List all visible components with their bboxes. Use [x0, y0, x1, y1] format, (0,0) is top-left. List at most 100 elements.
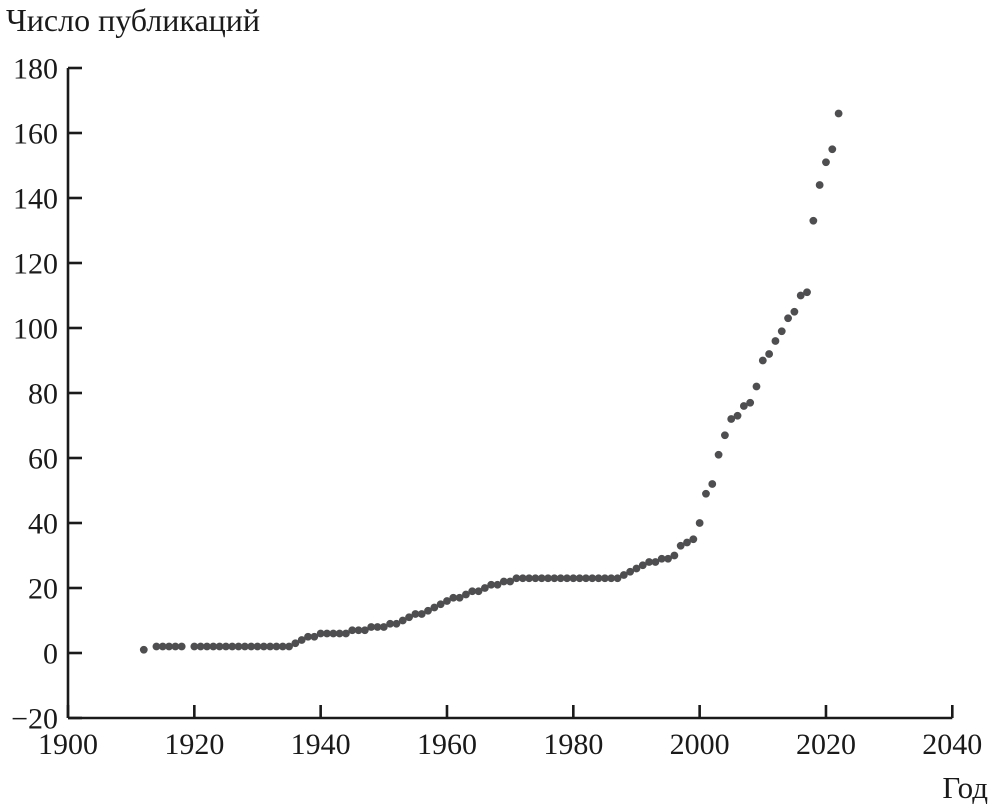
data-point: [803, 288, 811, 297]
data-point: [203, 642, 211, 651]
data-point: [702, 489, 710, 498]
data-point: [398, 616, 407, 625]
y-tick-label: 160: [13, 118, 58, 151]
data-point: [771, 337, 780, 345]
data-point: [556, 574, 565, 583]
x-axis-title: Год: [942, 770, 988, 805]
data-point: [632, 564, 641, 573]
data-point: [455, 593, 464, 602]
data-point: [758, 356, 767, 365]
data-point: [234, 642, 243, 651]
data-point: [733, 411, 742, 420]
data-point: [506, 577, 515, 586]
data-point: [278, 642, 287, 651]
data-point: [449, 593, 458, 602]
x-tick-label: 1920: [164, 728, 224, 761]
y-tick-label: 100: [13, 313, 58, 346]
x-tick-label: 2020: [796, 728, 856, 761]
chart-title: Число публикаций: [6, 2, 261, 38]
data-point: [544, 574, 552, 583]
data-point: [689, 535, 698, 544]
data-point: [373, 623, 382, 631]
data-point: [462, 590, 470, 599]
y-tick-label: 180: [13, 53, 58, 86]
data-point: [537, 574, 546, 583]
data-point: [657, 554, 666, 563]
data-point: [708, 480, 717, 488]
data-point: [323, 629, 331, 638]
data-point: [348, 626, 357, 635]
data-point: [569, 574, 578, 583]
y-tick-label: 60: [28, 443, 58, 476]
data-point: [651, 558, 660, 566]
y-tick-label: 120: [13, 248, 58, 281]
data-point: [411, 610, 420, 618]
data-point: [424, 606, 432, 615]
data-point: [512, 574, 521, 583]
y-tick-label: 20: [28, 573, 58, 606]
data-point: [310, 632, 319, 641]
data-point: [215, 642, 224, 651]
data-point: [727, 415, 736, 423]
data-point: [177, 642, 186, 651]
data-point: [392, 619, 401, 628]
data-point: [171, 642, 180, 651]
data-point: [240, 642, 249, 651]
data-point: [360, 626, 369, 635]
data-point: [588, 574, 597, 583]
data-point: [316, 629, 325, 638]
data-point: [474, 587, 483, 596]
data-point: [525, 574, 533, 583]
data-point: [335, 629, 344, 638]
data-point: [638, 561, 647, 570]
data-point: [190, 642, 199, 651]
data-point: [721, 431, 729, 440]
data-point: [695, 519, 704, 527]
y-tick-label: −20: [11, 703, 58, 736]
data-point: [222, 642, 230, 651]
y-tick-label: 80: [28, 378, 58, 411]
data-point: [815, 181, 824, 189]
data-point: [784, 314, 792, 323]
x-tick-label: 1960: [417, 728, 477, 761]
data-point: [594, 574, 603, 583]
data-point: [822, 158, 830, 167]
x-axis-ticks: 1900 1920 1940 1960 1980 2000 2020 2040: [38, 705, 982, 761]
data-point: [468, 587, 477, 596]
data-point: [518, 574, 527, 583]
data-point: [809, 216, 818, 225]
data-point: [354, 626, 363, 635]
data-point: [499, 577, 508, 586]
x-tick-label: 1980: [543, 728, 603, 761]
data-point: [247, 642, 256, 651]
data-point: [834, 109, 843, 118]
data-point: [714, 450, 723, 459]
data-point: [430, 603, 439, 612]
x-tick-label: 2000: [670, 728, 730, 761]
data-point: [752, 382, 761, 391]
data-point: [796, 291, 805, 300]
y-tick-label: 140: [13, 183, 58, 216]
data-point: [304, 632, 312, 641]
data-point: [575, 574, 584, 583]
data-point: [670, 551, 679, 560]
data-point: [342, 629, 350, 638]
data-point: [139, 645, 148, 654]
data-point: [253, 642, 262, 651]
data-point: [676, 541, 685, 550]
data-point: [158, 642, 167, 651]
data-point: [266, 642, 275, 651]
data-point: [828, 145, 837, 154]
data-point: [600, 574, 609, 583]
axes: [66, 68, 953, 720]
data-point: [645, 558, 654, 566]
data-point: [765, 350, 774, 358]
data-point: [291, 639, 300, 648]
x-tick-label: 1940: [291, 728, 351, 761]
data-point: [329, 629, 338, 638]
x-tick-label: 1900: [38, 728, 98, 761]
y-axis-ticks: −20 0 20 40 60 80 100 120 140 160 180: [11, 53, 82, 736]
data-point: [386, 619, 395, 628]
